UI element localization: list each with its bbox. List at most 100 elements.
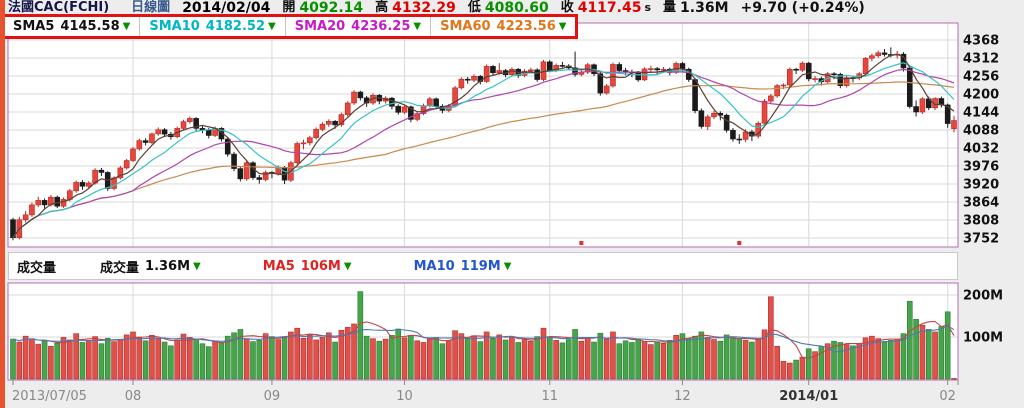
volume-bar <box>319 337 326 380</box>
candle-body <box>534 69 540 80</box>
volume-bar <box>477 341 484 380</box>
price-plot-area[interactable] <box>8 23 958 247</box>
candle-body <box>117 167 124 179</box>
volume-bar <box>445 340 452 380</box>
candle-body <box>187 118 193 122</box>
volume-bar <box>401 337 408 380</box>
candle-body <box>395 105 402 113</box>
volume-bar <box>831 340 837 380</box>
candle-body <box>256 177 263 180</box>
volume-bar <box>16 341 23 380</box>
x-axis-label: 09 <box>264 389 281 404</box>
volume-bar <box>256 340 263 380</box>
volume-bar <box>142 340 149 380</box>
candle-body <box>603 85 610 94</box>
volume-bar <box>534 336 540 380</box>
volume-bar <box>717 340 724 380</box>
sma5-line <box>12 53 955 239</box>
volume-bar <box>774 345 780 380</box>
price-axis-label: 4368 <box>963 34 999 49</box>
candle-body <box>111 177 117 189</box>
volume-bar <box>370 338 376 380</box>
symbol-name: 法國CAC(FCHI) <box>8 0 110 15</box>
volume-bar <box>22 335 29 380</box>
volume-bar <box>635 338 642 380</box>
price-axis-label: 4256 <box>963 70 999 85</box>
volume-bar <box>288 331 294 380</box>
volume-bar <box>736 338 743 380</box>
candle-body <box>812 78 818 80</box>
volume-bar <box>389 335 395 380</box>
volume-bar <box>73 333 79 380</box>
candle-body <box>736 138 743 141</box>
volume-bar <box>281 337 288 380</box>
volume-bar <box>420 342 427 380</box>
volume-bar <box>344 327 351 380</box>
volume-bar <box>357 291 364 380</box>
candle-body <box>913 106 919 113</box>
volume-bar <box>622 340 629 380</box>
volume-bar <box>654 341 660 380</box>
low-label: 低 <box>467 0 481 15</box>
volume-bar <box>92 336 98 380</box>
candle-body <box>597 73 604 94</box>
volume-bar <box>572 329 578 380</box>
volume-bar <box>433 337 439 380</box>
volume-bar <box>667 340 673 380</box>
axis-labels: 4368 4312 4256 4200 4144 4088 4032 3976 3920 3864… <box>12 34 1003 405</box>
candle-body <box>862 58 869 75</box>
sma-cell-3: SMA60 4223.56 ▼ <box>431 17 575 36</box>
candle-body <box>338 114 345 126</box>
candle-body <box>313 129 319 139</box>
candle-body <box>98 169 105 173</box>
sma-cell-0: SMA5 4145.58 ▼ <box>4 17 141 36</box>
candle-body <box>193 118 199 129</box>
candle-body <box>41 200 48 206</box>
volume-label: 量 <box>663 0 677 15</box>
volume-bar <box>458 333 465 380</box>
price-axis-label: 3752 <box>963 232 999 247</box>
candle-body <box>774 85 780 97</box>
candle-body <box>869 55 875 59</box>
volume-axis-label: 200M <box>963 289 1003 304</box>
candle-body <box>786 68 793 86</box>
price-axis-label: 4200 <box>963 88 999 103</box>
volume-value: 1.36M <box>680 0 729 16</box>
candle-body <box>780 84 787 87</box>
candle-body <box>837 74 844 86</box>
candle-body <box>307 137 313 144</box>
volume-bar <box>111 341 117 380</box>
volume-bar <box>749 341 755 380</box>
x-axis-label: 02 <box>939 389 956 404</box>
x-axis-label: 08 <box>125 389 142 404</box>
down-arrow-icon: ▼ <box>122 21 131 32</box>
candle-body <box>843 77 850 86</box>
volume-bar <box>123 334 130 380</box>
candle-body <box>793 68 799 71</box>
volume-bar <box>698 331 705 380</box>
volume-bar <box>464 338 471 380</box>
volume-bar <box>29 338 35 380</box>
volume-bar <box>528 340 534 380</box>
candle-body <box>262 172 269 180</box>
volume-bar <box>900 333 907 380</box>
candle-body <box>73 182 79 192</box>
candle-body <box>616 64 623 71</box>
volume-bar <box>237 329 244 380</box>
candle-body <box>243 162 250 180</box>
sma20-value: 4236.25 <box>351 19 411 34</box>
volume-bar <box>704 337 711 380</box>
candle-body <box>414 113 420 120</box>
volume-axis-label: 100M <box>963 331 1003 346</box>
volume-ma10-line <box>12 325 955 353</box>
volume-bar <box>496 334 503 380</box>
vol-legend-2: MA10 119M ▼ <box>414 259 512 274</box>
low-value: 4080.60 <box>484 0 549 16</box>
candle-body <box>906 67 913 107</box>
volume-bar <box>616 343 623 380</box>
candle-body <box>723 114 730 131</box>
volume-bar <box>98 343 105 380</box>
volume-bar <box>856 342 863 380</box>
candle-body <box>136 140 143 150</box>
